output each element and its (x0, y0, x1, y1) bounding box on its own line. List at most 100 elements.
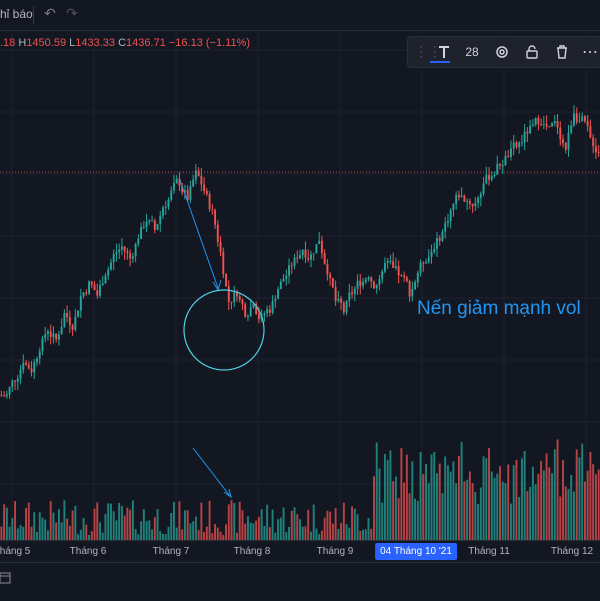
candle-body (353, 288, 356, 294)
candle-body (16, 378, 19, 382)
volume-bar (364, 529, 367, 540)
candle-body (205, 190, 208, 194)
volume-bar (126, 507, 129, 540)
volume-bar (142, 509, 145, 540)
volume-bar (299, 519, 301, 540)
undo-icon[interactable]: ↶ (44, 5, 56, 21)
candle-body (178, 178, 181, 186)
redo-icon[interactable]: ↷ (66, 5, 78, 21)
candle-body (430, 251, 433, 258)
volume-bar (446, 465, 449, 540)
volume-bar (99, 522, 101, 540)
volume-bar (589, 451, 592, 540)
candle-body (460, 195, 463, 198)
candle-body (164, 207, 167, 209)
volume-bar (96, 502, 99, 540)
volume-bar (211, 533, 214, 540)
volume-bar (140, 521, 143, 540)
candle-body (540, 124, 543, 126)
volume-bar (408, 493, 411, 540)
volume-bar (575, 449, 578, 540)
candle-body (518, 142, 521, 148)
candle-body (457, 194, 460, 198)
candle-body (359, 280, 362, 286)
high-value: 1450.59 (26, 37, 67, 49)
volume-bar (482, 456, 485, 540)
candle-body (11, 380, 14, 388)
volume-bar (334, 508, 337, 540)
volume-bar (331, 523, 334, 540)
price-chart[interactable] (0, 30, 600, 540)
candle-body (277, 289, 280, 300)
annotation-text[interactable]: Nến giảm mạnh vol (417, 298, 581, 319)
candle-body (597, 152, 600, 154)
more-icon[interactable]: ⋯ (582, 44, 598, 61)
candle-body (394, 266, 397, 268)
candle-body (115, 252, 118, 254)
candle-body (33, 362, 36, 373)
candle-body (38, 351, 41, 359)
volume-bar (562, 460, 564, 540)
volume-bar (430, 454, 433, 540)
volume-bar (594, 474, 597, 540)
candle-body (534, 118, 537, 125)
candle-body (553, 121, 556, 124)
volume-bar (381, 502, 384, 540)
volume-bar (156, 509, 159, 540)
candle-body (236, 292, 238, 297)
volume-bar (586, 470, 589, 540)
candle-body (120, 246, 123, 250)
candle-body (153, 220, 156, 230)
volume-bar (277, 519, 280, 540)
candle-body (110, 262, 112, 270)
candle-body (416, 273, 419, 283)
candle-body (74, 316, 77, 330)
xaxis-label: Tháng 9 (316, 546, 354, 557)
volume-bar (340, 523, 343, 540)
candle-body (482, 183, 485, 194)
candle-body (405, 277, 408, 282)
volume-bar (60, 522, 63, 540)
candle-body (192, 179, 195, 187)
candle-body (288, 265, 290, 276)
font-size-button[interactable]: 28 (465, 45, 479, 59)
lock-icon[interactable] (520, 41, 544, 63)
volume-bar (416, 500, 419, 540)
volume-bar (203, 531, 206, 540)
volume-bar (383, 453, 386, 540)
volume-bar (27, 502, 30, 540)
volume-bar (573, 491, 575, 540)
candle-body (419, 262, 422, 274)
low-label: L (69, 37, 76, 49)
volume-bar (523, 451, 526, 540)
volume-bar (485, 458, 488, 540)
volume-bar (274, 532, 277, 540)
volume-bar (186, 510, 189, 540)
low-value: 1433.33 (75, 37, 116, 49)
volume-annotation-arrowhead (223, 488, 232, 499)
candle-body (148, 220, 151, 222)
calendar-icon[interactable] (0, 571, 12, 590)
volume-bar (375, 442, 378, 540)
volume-annotation-arrow (192, 447, 231, 497)
volume-bar (460, 441, 463, 540)
candle-body (214, 209, 217, 225)
candle-body (578, 121, 581, 123)
annotation-arrow (179, 179, 219, 289)
volume-bar (490, 471, 493, 540)
text-icon[interactable] (432, 41, 456, 63)
settings-icon[interactable] (490, 41, 514, 63)
grip-icon[interactable]: ⋮⋮ (414, 43, 442, 59)
volume-bar (49, 501, 52, 540)
volume-bar (219, 531, 222, 540)
candle-body (68, 317, 71, 326)
candle-body (14, 380, 17, 382)
trash-icon[interactable] (550, 41, 574, 63)
volume-bar (44, 519, 47, 540)
candle-body (351, 292, 354, 294)
volume-bar (436, 473, 438, 540)
indicator-menu[interactable]: hỉ báo (0, 7, 33, 21)
candle-body (142, 226, 145, 228)
volume-bar (79, 529, 82, 540)
volume-bar (164, 533, 167, 540)
